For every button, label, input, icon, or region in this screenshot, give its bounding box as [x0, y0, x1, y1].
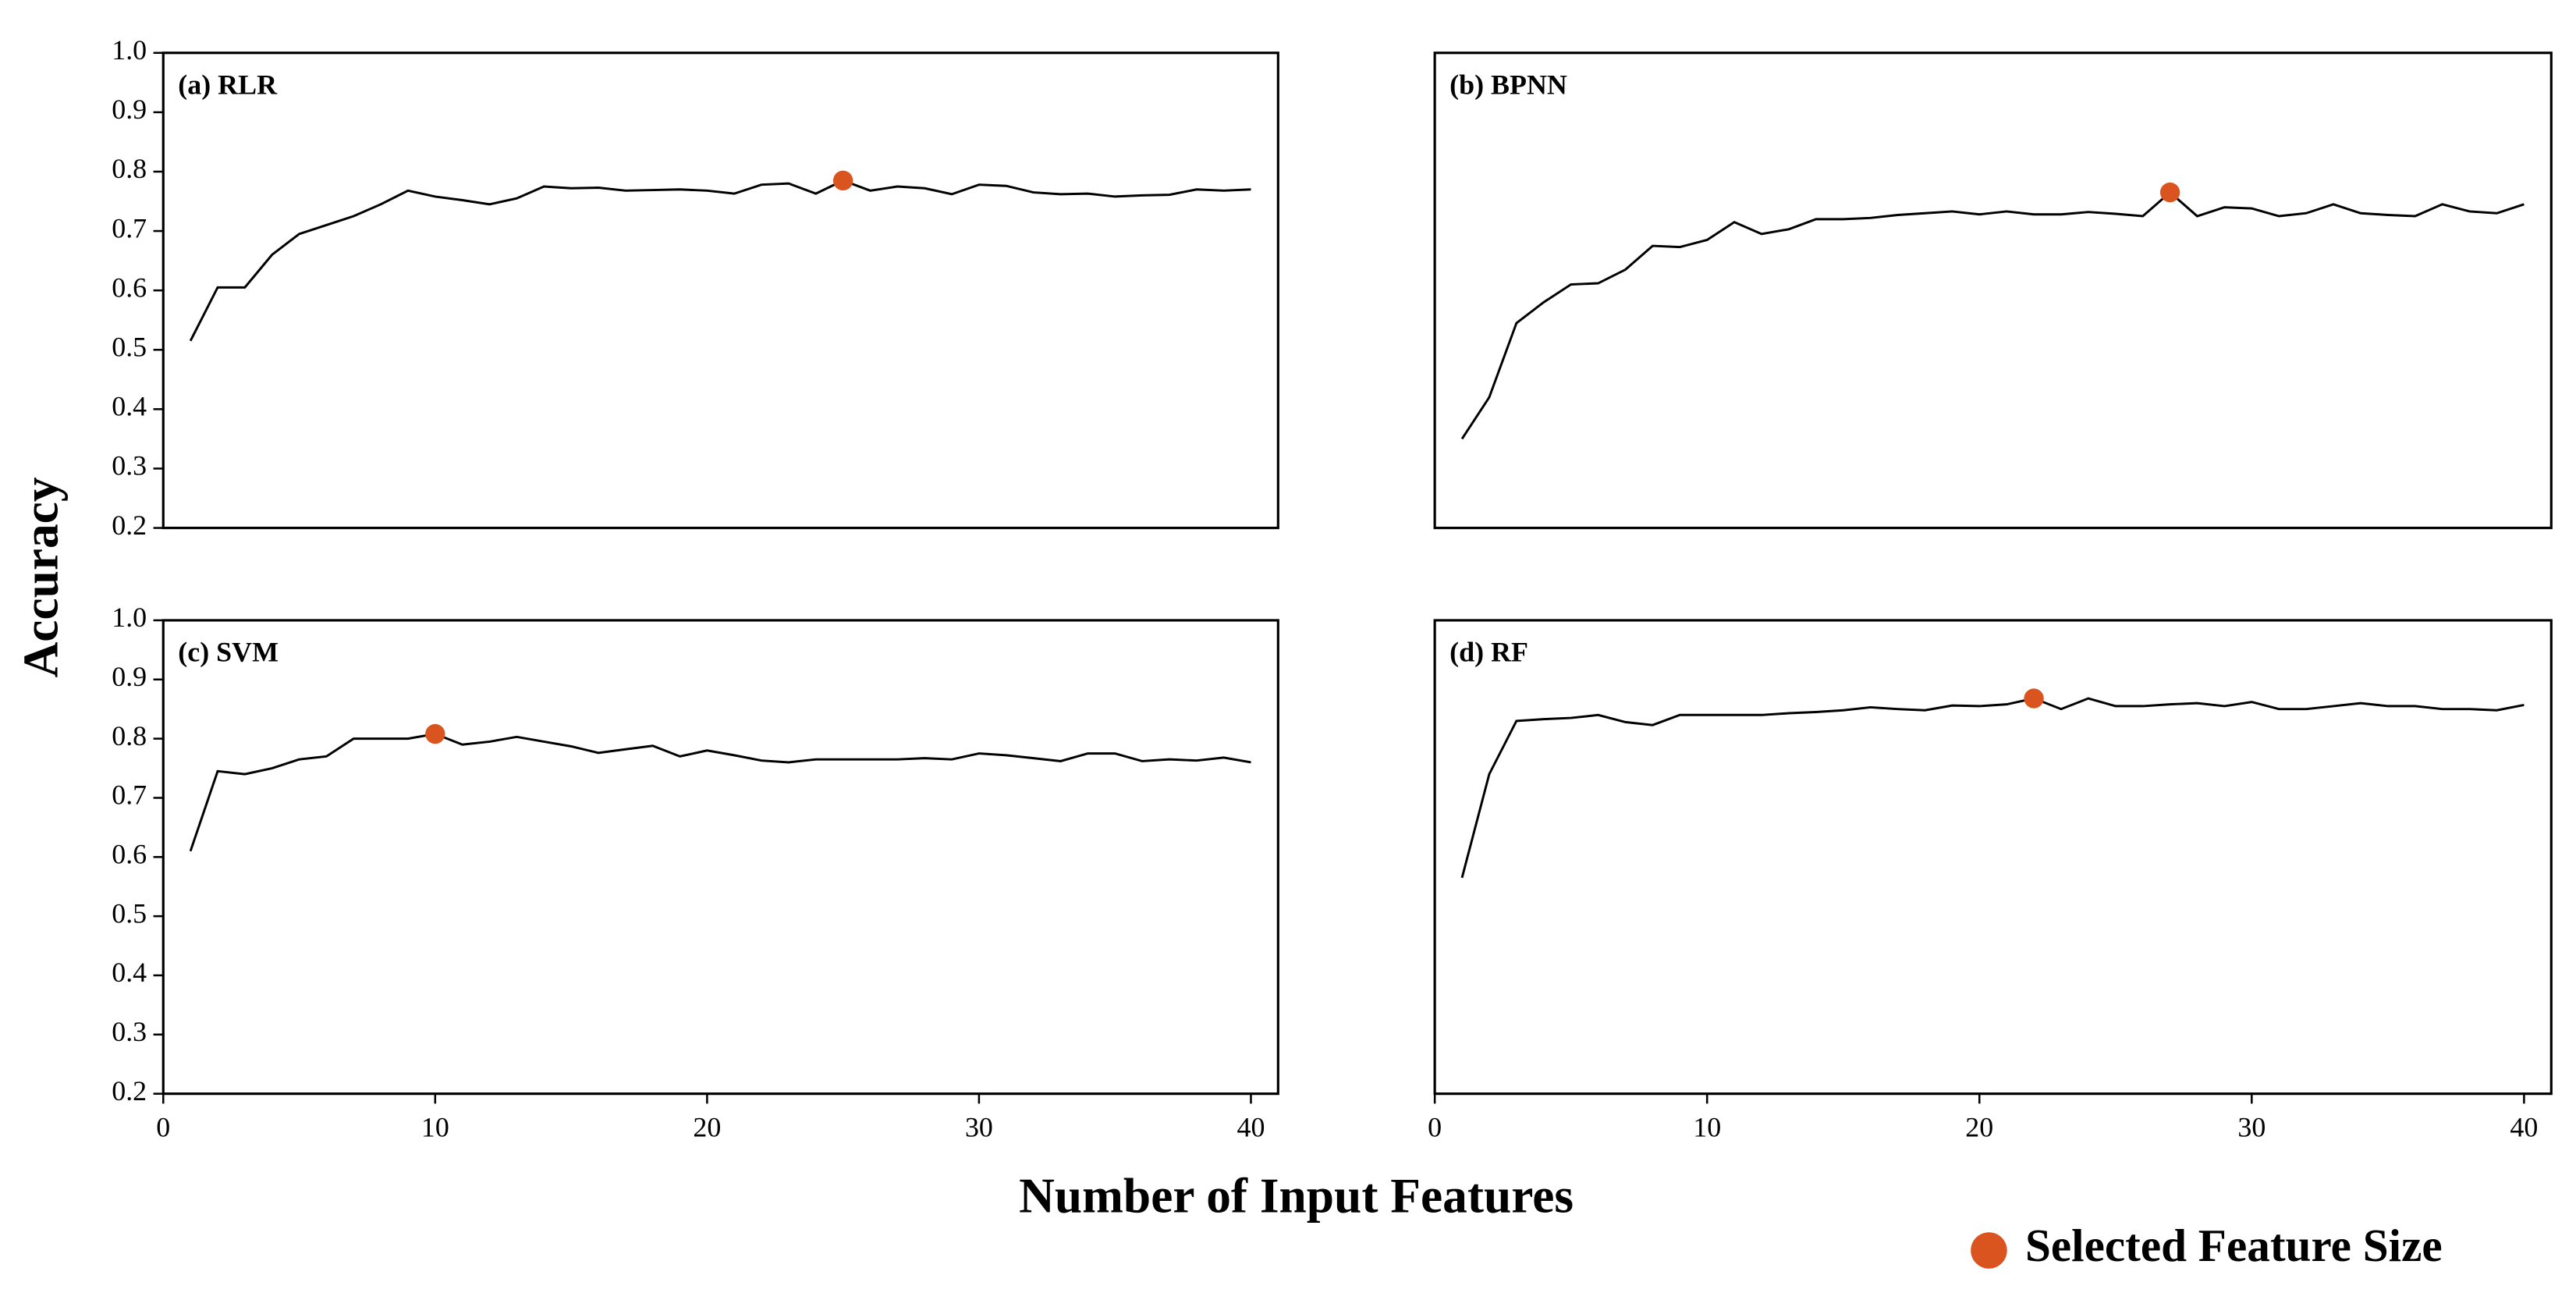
y-tick-label: 0.3 — [112, 450, 147, 481]
x-tick-label: 40 — [1237, 1111, 1265, 1142]
panel-title: (a) RLR — [178, 69, 278, 100]
panel-title: (b) BPNN — [1449, 69, 1567, 100]
y-tick-label: 0.9 — [112, 661, 147, 692]
x-tick-label: 40 — [2510, 1111, 2538, 1142]
x-tick-label: 30 — [965, 1111, 993, 1142]
selected-point — [832, 170, 853, 191]
accuracy-line — [1460, 697, 2525, 879]
y-tick-label: 0.2 — [112, 1075, 147, 1106]
y-tick-label: 0.5 — [112, 332, 147, 363]
y-axis-label: Accuracy — [13, 477, 69, 677]
panel-title: (c) SVM — [178, 637, 279, 668]
x-tick-label: 30 — [2237, 1111, 2266, 1142]
plot-frame — [1433, 52, 2553, 530]
x-axis-label: Number of Input Features — [1019, 1168, 1574, 1224]
y-tick-label: 1.0 — [112, 602, 147, 633]
y-tick-label: 0.4 — [112, 391, 147, 422]
y-tick-label: 0.8 — [112, 720, 147, 751]
plot-frame — [161, 52, 1279, 530]
y-tick-label: 0.2 — [112, 510, 147, 541]
x-tick-label: 0 — [156, 1111, 170, 1142]
y-tick-label: 0.5 — [112, 897, 147, 929]
accuracy-line — [189, 733, 1251, 852]
y-tick-label: 0.7 — [112, 780, 147, 811]
y-tick-label: 0.4 — [112, 957, 147, 988]
selected-point — [2024, 688, 2044, 709]
plot-frame — [1433, 619, 2553, 1096]
y-tick-label: 1.0 — [112, 34, 147, 66]
selected-point — [425, 723, 445, 744]
legend-marker — [1971, 1232, 2007, 1269]
panel-title: (d) RF — [1449, 637, 1528, 668]
y-tick-label: 0.6 — [112, 839, 147, 870]
legend-label: Selected Feature Size — [2025, 1220, 2443, 1271]
y-tick-label: 0.6 — [112, 272, 147, 303]
y-tick-label: 0.8 — [112, 153, 147, 184]
x-tick-label: 10 — [1693, 1111, 1721, 1142]
x-tick-label: 0 — [1428, 1111, 1442, 1142]
y-tick-label: 0.7 — [112, 212, 147, 243]
accuracy-line — [189, 179, 1251, 342]
selected-point — [2159, 182, 2180, 203]
plot-frame — [161, 619, 1279, 1096]
y-tick-label: 0.3 — [112, 1016, 147, 1047]
x-tick-label: 20 — [1965, 1111, 1993, 1142]
y-tick-label: 0.9 — [112, 94, 147, 125]
accuracy-line — [1460, 190, 2525, 440]
x-tick-label: 20 — [693, 1111, 721, 1142]
x-tick-label: 10 — [421, 1111, 449, 1142]
